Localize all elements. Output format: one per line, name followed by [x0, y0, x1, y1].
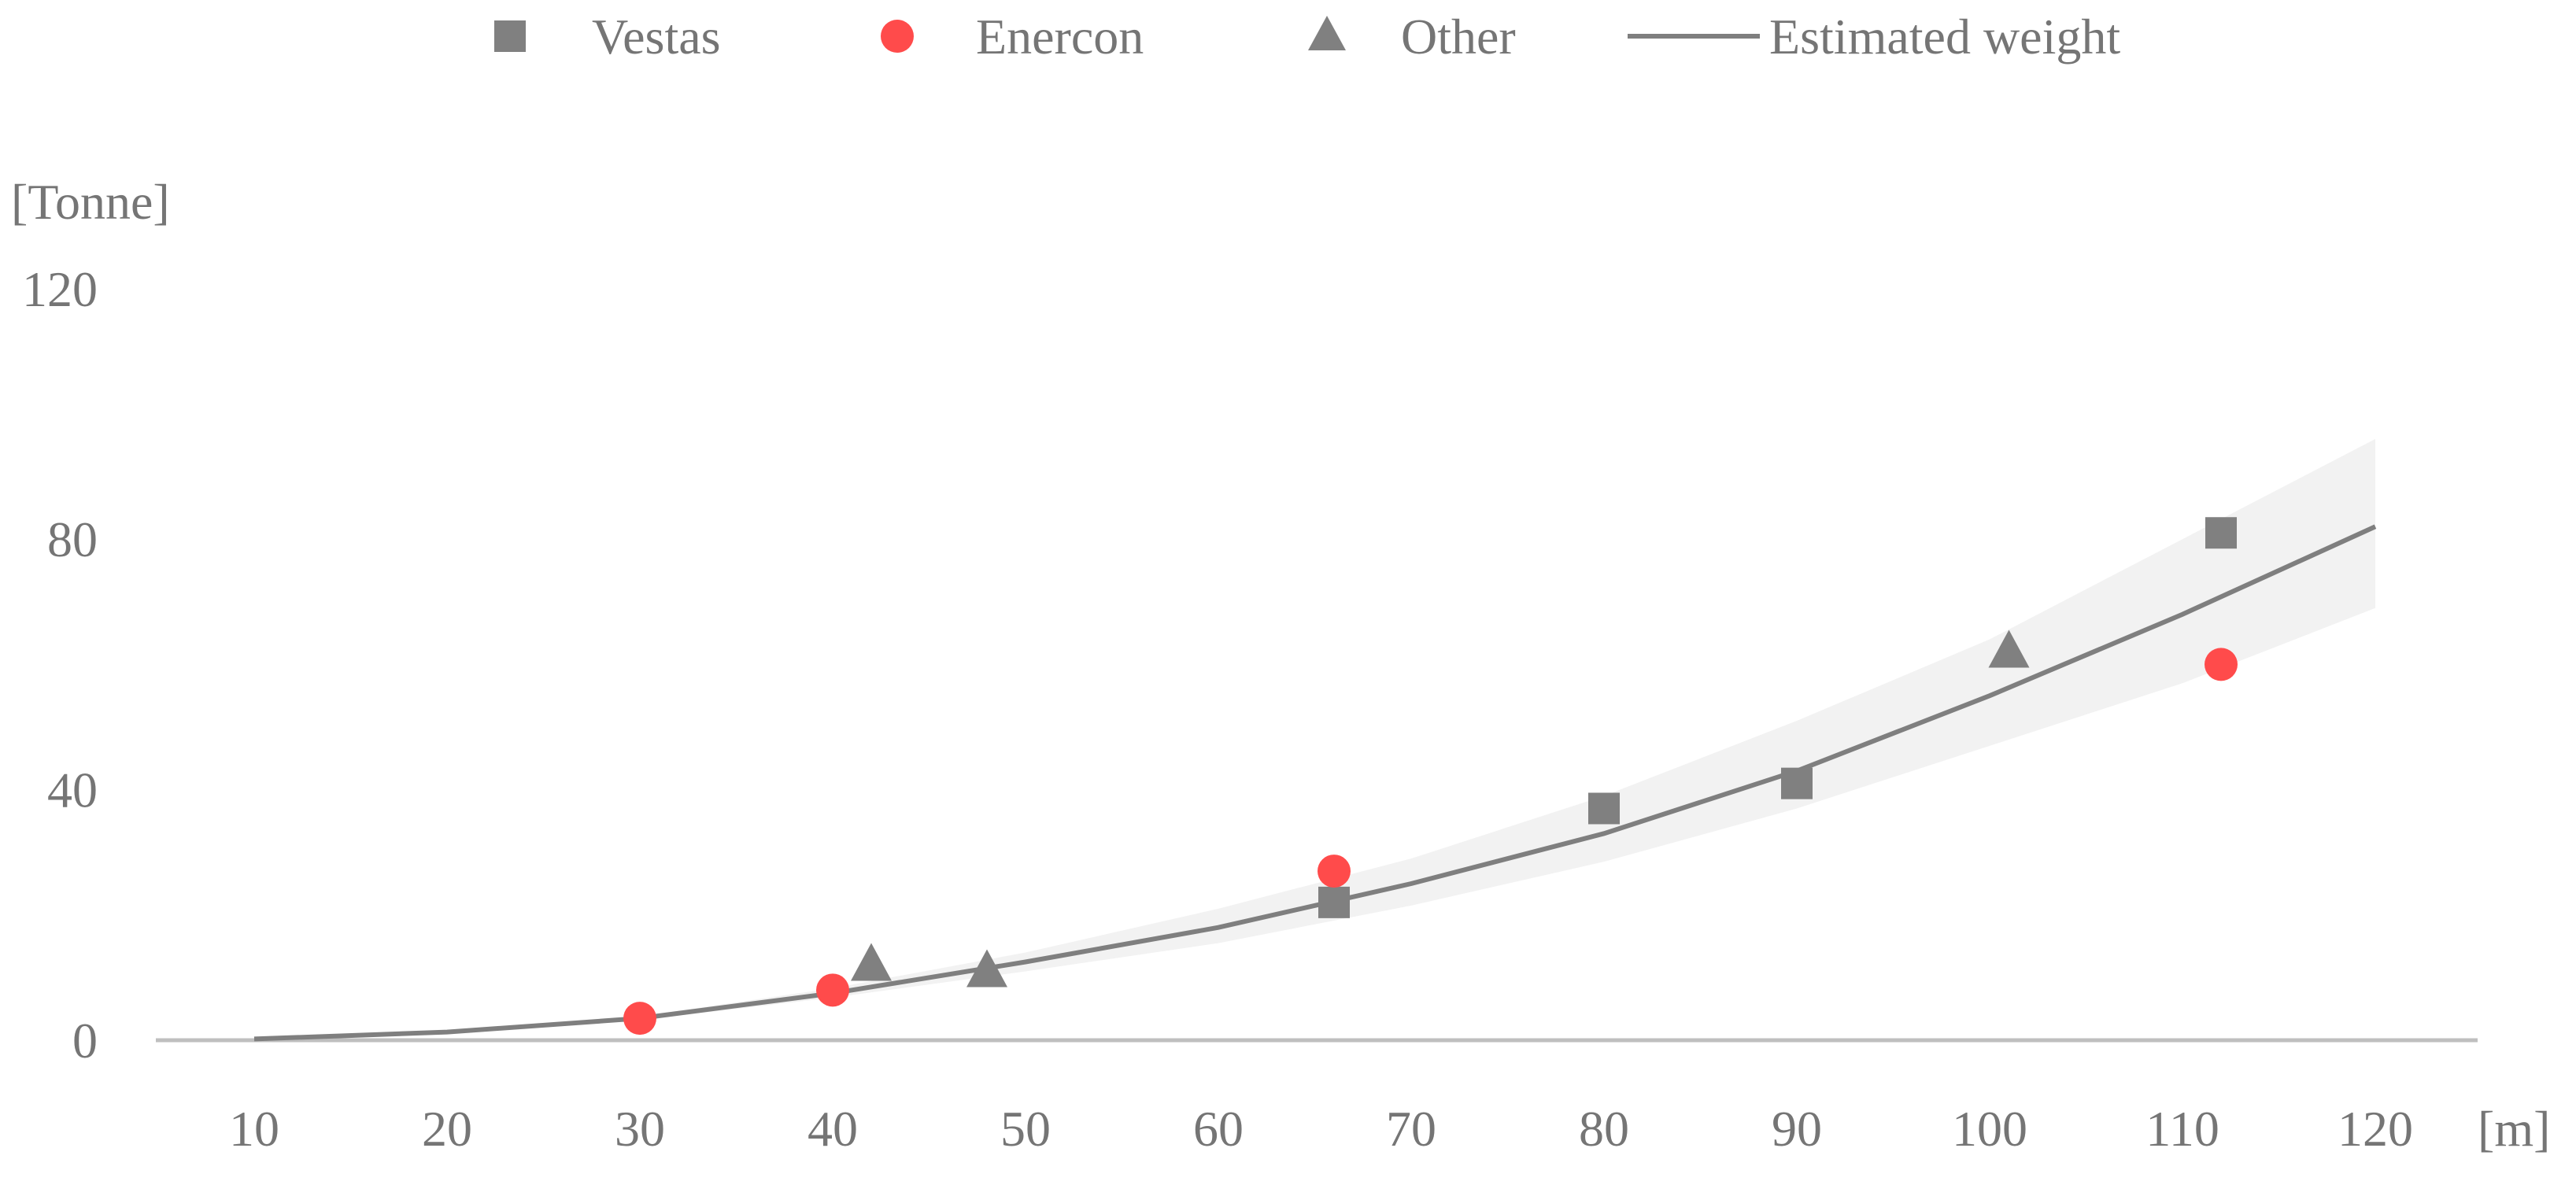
- enercon-point: [816, 973, 849, 1007]
- x-tick-label: 30: [615, 1101, 665, 1157]
- x-tick-label: 100: [1952, 1101, 2027, 1157]
- x-tick-label: 70: [1386, 1101, 1436, 1157]
- other-point: [966, 949, 1007, 988]
- legend: Vestas Enercon Other Estimated weight: [494, 9, 2120, 65]
- trend-line-layer: [253, 524, 2377, 1042]
- x-tick-label: 40: [808, 1101, 858, 1157]
- x-tick-label: 120: [2338, 1101, 2413, 1157]
- legend-other-symbol: [1308, 16, 1346, 50]
- x-tick-label: 80: [1579, 1101, 1629, 1157]
- vestas-point: [1318, 886, 1350, 918]
- x-tick-label: 10: [229, 1101, 279, 1157]
- y-tick-label: 80: [47, 511, 98, 567]
- vestas-point: [1781, 767, 1813, 799]
- y-tick-label: 120: [22, 261, 98, 317]
- x-tick-label: 50: [1000, 1101, 1051, 1157]
- legend-label: Estimated weight: [1769, 9, 2120, 65]
- enercon-point: [1318, 855, 1351, 888]
- vestas-point: [2205, 517, 2237, 549]
- other-point: [1988, 629, 2030, 668]
- x-axis-label: [m]: [2478, 1101, 2550, 1157]
- x-tick-label: 90: [1772, 1101, 1822, 1157]
- vestas-point: [1588, 792, 1620, 825]
- x-tick-label: 110: [2145, 1101, 2219, 1157]
- x-tick-label: 20: [422, 1101, 472, 1157]
- y-tick-label: 0: [72, 1013, 98, 1069]
- data-points-layer: [623, 517, 2238, 1035]
- legend-label: Enercon: [976, 9, 1144, 65]
- y-tick-label: 40: [47, 762, 98, 818]
- enercon-point: [623, 1002, 656, 1035]
- confidence-band: [254, 438, 2375, 1039]
- y-tick-labels: 0 40 80 120: [22, 261, 98, 1069]
- x-tick-label: 60: [1193, 1101, 1244, 1157]
- legend-vestas-symbol: [494, 20, 526, 52]
- estimated-weight-line: [253, 524, 2377, 1042]
- legend-enercon-symbol: [881, 20, 914, 53]
- legend-label: Other: [1401, 9, 1516, 65]
- other-point: [851, 943, 892, 981]
- y-axis-label: [Tonne]: [11, 174, 170, 230]
- legend-label: Vestas: [592, 9, 721, 65]
- confidence-band-layer: [254, 438, 2375, 1039]
- x-tick-labels: 10 20 30 40 50 60 70 80 90 100 110 120: [229, 1101, 2413, 1157]
- enercon-point: [2205, 648, 2238, 681]
